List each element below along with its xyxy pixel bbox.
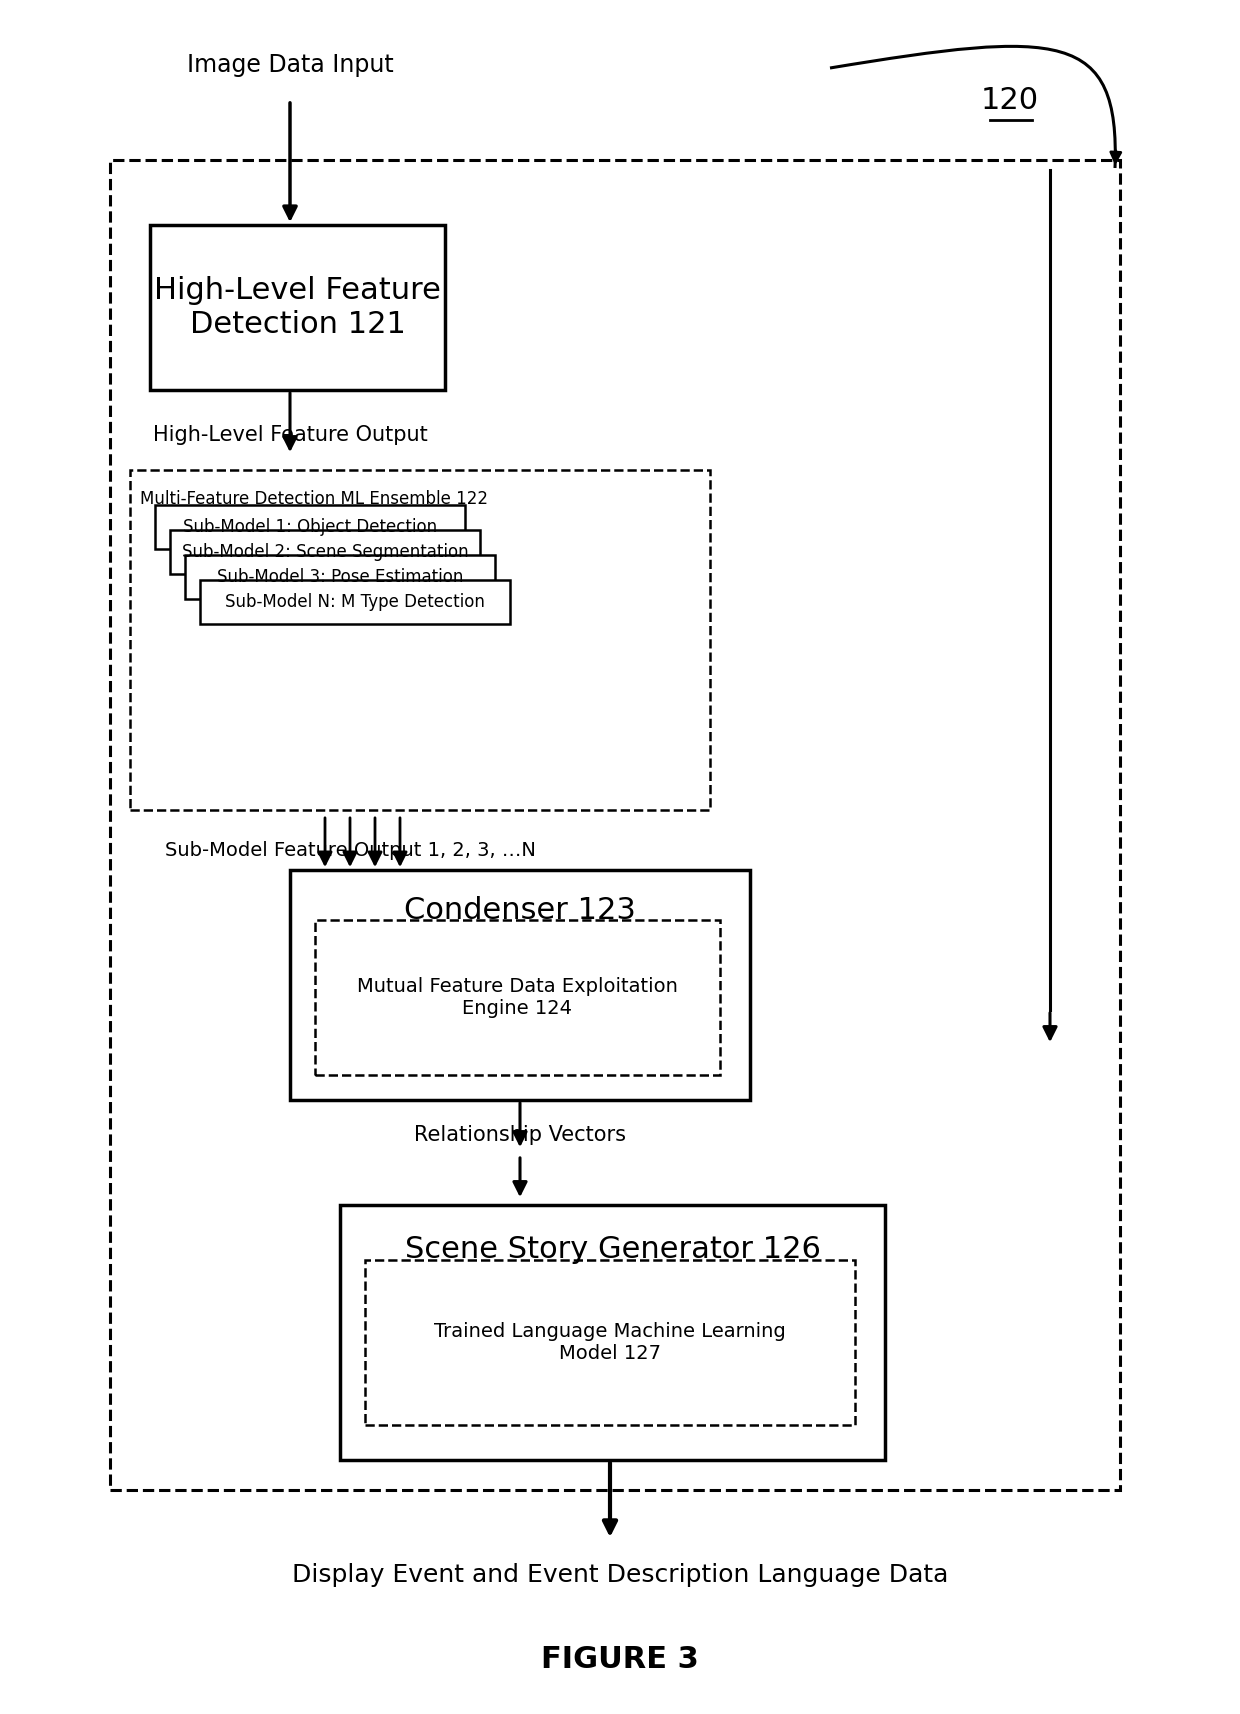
FancyBboxPatch shape [155,506,465,548]
Text: Sub-Model Feature Output 1, 2, 3, …N: Sub-Model Feature Output 1, 2, 3, …N [165,840,536,859]
Text: 120: 120 [981,86,1039,115]
Text: Display Event and Event Description Language Data: Display Event and Event Description Lang… [291,1563,949,1587]
Text: Scene Story Generator 126: Scene Story Generator 126 [404,1236,821,1265]
FancyBboxPatch shape [365,1260,856,1424]
Text: Sub-Model N: M Type Detection: Sub-Model N: M Type Detection [226,593,485,610]
FancyBboxPatch shape [170,530,480,574]
Text: Sub-Model 1: Object Detection: Sub-Model 1: Object Detection [184,518,436,536]
Text: Mutual Feature Data Exploitation
Engine 124: Mutual Feature Data Exploitation Engine … [357,977,678,1018]
Text: Condenser 123: Condenser 123 [404,895,636,924]
Text: High-Level Feature Output: High-Level Feature Output [153,425,428,446]
Text: Sub-Model 3: Pose Estimation: Sub-Model 3: Pose Estimation [217,567,464,586]
Text: Multi-Feature Detection ML Ensemble 122: Multi-Feature Detection ML Ensemble 122 [140,490,489,507]
FancyBboxPatch shape [200,579,510,624]
FancyBboxPatch shape [150,225,445,391]
Text: Trained Language Machine Learning
Model 127: Trained Language Machine Learning Model … [434,1321,786,1363]
FancyBboxPatch shape [315,920,720,1075]
FancyBboxPatch shape [185,555,495,598]
FancyBboxPatch shape [130,470,711,811]
Text: FIGURE 3: FIGURE 3 [541,1645,699,1675]
FancyBboxPatch shape [110,159,1120,1489]
Text: Image Data Input: Image Data Input [187,53,393,77]
Text: High-Level Feature
Detection 121: High-Level Feature Detection 121 [154,276,441,339]
FancyBboxPatch shape [290,871,750,1100]
FancyBboxPatch shape [340,1205,885,1460]
Text: Sub-Model 2: Scene Segmentation: Sub-Model 2: Scene Segmentation [182,543,469,560]
Text: Relationship Vectors: Relationship Vectors [414,1124,626,1145]
